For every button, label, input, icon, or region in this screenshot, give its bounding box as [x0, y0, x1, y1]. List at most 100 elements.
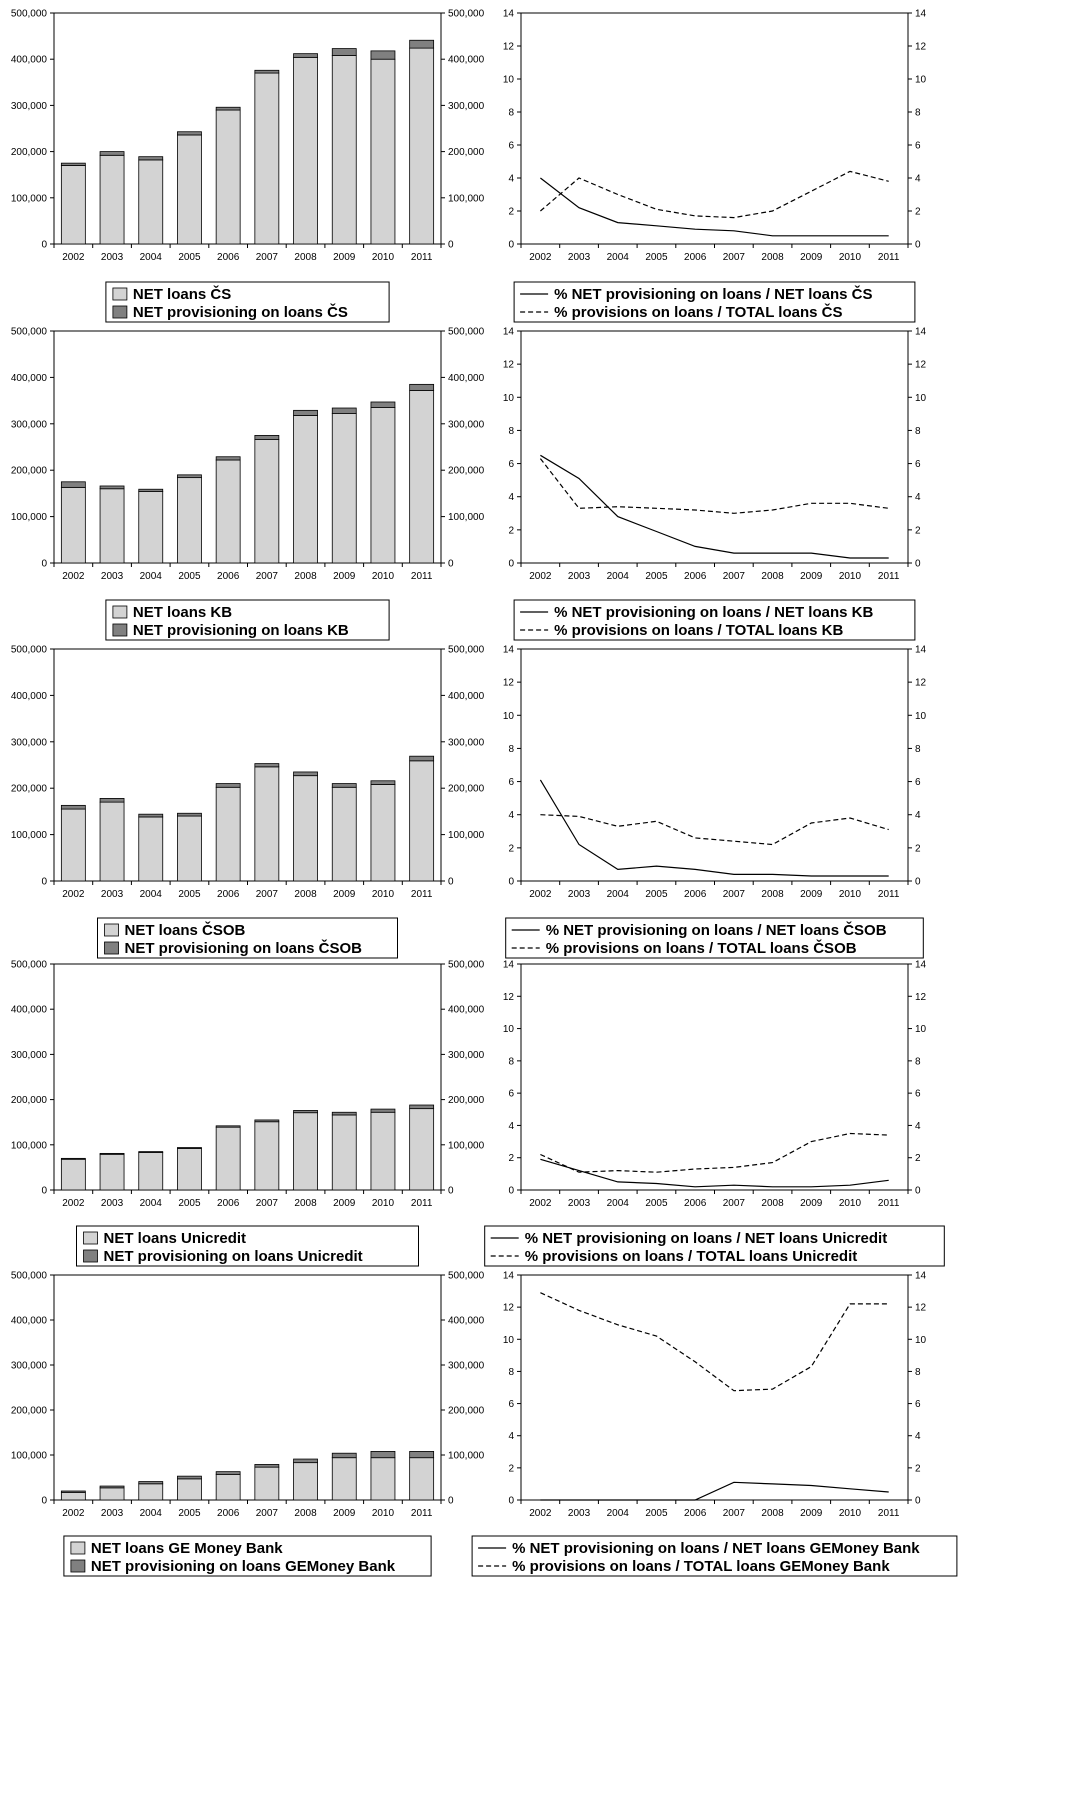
x-tick-label: 2002 [62, 1508, 85, 1519]
x-tick-label: 2003 [568, 1508, 591, 1519]
y-tick-label-right: 0 [915, 240, 921, 251]
bar-loans [60, 1491, 86, 1501]
line-chart-2: 0 0 2 2 4 4 6 6 8 8 10 10 12 12 14 14 2002 2003 2004 2005 20… [503, 327, 927, 641]
bar-loans [215, 459, 241, 564]
legend: % NET provisioning on loans / NET loans … [471, 1535, 958, 1577]
bar-provisioning [370, 1451, 396, 1459]
x-tick-label: 2011 [878, 252, 900, 263]
x-tick-label: 2004 [607, 1508, 630, 1519]
bar-loans [409, 47, 435, 245]
x-tick-label: 2004 [607, 889, 630, 900]
y-tick-label-right: 200,000 [448, 466, 485, 477]
bar-chart-5: 0 0 100,000 100,000 200,000 200,000 300,000 300… [11, 1271, 485, 1577]
bar-provisioning [293, 771, 318, 777]
bar-chart-1: 0 0 100,000 100,000 200,000 200,000 300,000 300… [11, 9, 485, 323]
x-tick-label: 2003 [568, 252, 591, 263]
y-tick-label-right: 0 [448, 1186, 454, 1197]
bar-provisioning [254, 763, 280, 768]
bar-provisioning [99, 1152, 125, 1155]
bar-loans [138, 491, 164, 564]
plot-frame [520, 1274, 909, 1501]
y-tick-label-right: 2 [915, 1153, 921, 1164]
x-tick-label: 2010 [839, 889, 862, 900]
legend-label: NET loans Unicredit [104, 1230, 247, 1247]
y-tick-label-right: 400,000 [448, 373, 485, 384]
bar-loans [177, 477, 202, 564]
bar-provisioning [99, 485, 125, 490]
y-tick-label-left: 200,000 [11, 1406, 48, 1417]
legend: % NET provisioning on loans / NET loans … [513, 599, 916, 641]
y-tick-label-left: 0 [41, 240, 47, 251]
bar-loans [409, 1457, 435, 1501]
y-tick-label-right: 100,000 [448, 1140, 485, 1151]
x-tick-label: 2006 [684, 889, 707, 900]
bar-loans [409, 389, 435, 564]
y-tick-label-right: 4 [915, 810, 921, 821]
bar-loans [409, 760, 435, 882]
bar-provisioning [138, 156, 164, 161]
y-tick-label-right: 400,000 [448, 1005, 485, 1016]
bar-provisioning [215, 1125, 241, 1128]
bar-provisioning [138, 488, 164, 492]
y-tick-label-left: 2 [508, 1153, 514, 1164]
y-tick-label-right: 100,000 [448, 1451, 485, 1462]
y-tick-label-left: 500,000 [11, 327, 48, 338]
y-tick-label-left: 400,000 [11, 373, 48, 384]
x-tick-label: 2002 [62, 1198, 85, 1209]
y-tick-label-left: 8 [508, 1056, 514, 1067]
legend-label: % provisions on loans / TOTAL loans ČS [554, 303, 842, 321]
legend-box [97, 917, 398, 959]
x-tick-label: 2008 [761, 252, 784, 263]
y-tick-label-right: 12 [915, 360, 927, 371]
x-tick-label: 2004 [607, 571, 630, 582]
line-series-provisions-total [539, 458, 889, 514]
y-tick-label-left: 0 [41, 1496, 47, 1507]
bar-loans [254, 1121, 280, 1191]
y-tick-label-right: 500,000 [448, 9, 485, 20]
legend-label: NET provisioning on loans KB [133, 622, 349, 639]
legend-label: % provisions on loans / TOTAL loans ČSOB [546, 939, 857, 957]
y-tick-label-left: 200,000 [11, 784, 48, 795]
bar-chart-4: 0 0 100,000 100,000 200,000 200,000 300,000 300… [11, 960, 485, 1267]
plot-frame [520, 12, 909, 245]
legend-swatch-loans [112, 605, 128, 619]
line-series-provisions-total [540, 170, 889, 219]
y-tick-label-right: 4 [915, 1121, 921, 1132]
bar-provisioning [409, 383, 435, 391]
bar-provisioning [177, 1147, 202, 1149]
bar-provisioning [293, 53, 318, 58]
y-tick-label-right: 6 [915, 777, 921, 788]
bar-loans [331, 55, 357, 245]
y-tick-label-right: 0 [915, 1186, 921, 1197]
bar-chart-2: 0 0 100,000 100,000 200,000 200,000 300,000 300… [11, 327, 485, 641]
y-tick-label-right: 300,000 [448, 101, 485, 112]
x-tick-label: 2009 [800, 252, 823, 263]
y-tick-label-left: 2 [508, 207, 514, 218]
x-tick-label: 2006 [217, 1508, 240, 1519]
bar-loans [293, 415, 318, 564]
y-tick-label-right: 10 [915, 1335, 927, 1346]
x-tick-label: 2006 [217, 1198, 240, 1209]
legend-box [505, 917, 924, 959]
y-tick-label-left: 2 [508, 843, 514, 854]
legend-swatch-provisioning [112, 623, 128, 637]
bar-provisioning [138, 1481, 164, 1485]
y-tick-label-right: 200,000 [448, 147, 485, 158]
legend-swatch-loans [70, 1541, 86, 1555]
y-tick-label-right: 12 [915, 678, 927, 689]
x-tick-label: 2004 [140, 889, 163, 900]
y-tick-label-right: 4 [915, 492, 921, 503]
y-tick-label-left: 8 [508, 1367, 514, 1378]
legend-label: % NET provisioning on loans / NET loans … [554, 604, 873, 621]
y-tick-label-right: 300,000 [448, 737, 485, 748]
x-tick-label: 2010 [839, 1198, 862, 1209]
x-tick-label: 2005 [178, 571, 201, 582]
bar-loans [331, 413, 357, 564]
x-tick-label: 2007 [723, 1198, 746, 1209]
bar-provisioning [254, 1464, 280, 1468]
y-tick-label-left: 100,000 [11, 512, 48, 523]
plot-frame [520, 963, 909, 1191]
bar-provisioning [215, 106, 241, 111]
x-tick-label: 2002 [529, 889, 552, 900]
